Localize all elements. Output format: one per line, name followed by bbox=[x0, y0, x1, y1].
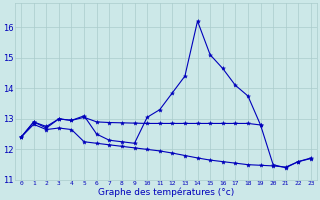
X-axis label: Graphe des températures (°c): Graphe des températures (°c) bbox=[98, 188, 234, 197]
